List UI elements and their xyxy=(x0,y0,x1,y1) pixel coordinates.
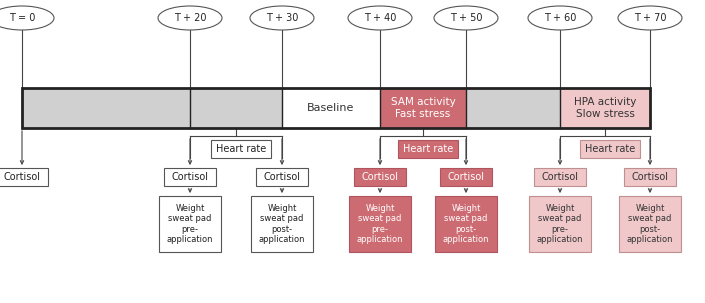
Ellipse shape xyxy=(434,6,498,30)
Text: Cortisol: Cortisol xyxy=(362,172,398,182)
Bar xyxy=(580,140,640,158)
Text: HPA activity
Slow stress: HPA activity Slow stress xyxy=(574,97,636,119)
Bar xyxy=(349,196,411,252)
Bar xyxy=(159,196,221,252)
Text: T + 60: T + 60 xyxy=(544,13,576,23)
Text: Baseline: Baseline xyxy=(307,103,355,113)
Text: Cortisol: Cortisol xyxy=(171,172,209,182)
Bar xyxy=(529,196,591,252)
Text: Cortisol: Cortisol xyxy=(4,172,40,182)
Text: T + 30: T + 30 xyxy=(266,13,298,23)
Bar xyxy=(22,88,650,128)
Bar xyxy=(440,168,492,186)
Text: T + 50: T + 50 xyxy=(450,13,482,23)
Bar xyxy=(435,196,497,252)
Text: Weight
sweat pad
pre-
application: Weight sweat pad pre- application xyxy=(357,204,403,244)
Text: Weight
sweat pad
post-
application: Weight sweat pad post- application xyxy=(443,204,489,244)
Text: SAM activity
Fast stress: SAM activity Fast stress xyxy=(391,97,455,119)
Ellipse shape xyxy=(618,6,682,30)
Ellipse shape xyxy=(528,6,592,30)
Ellipse shape xyxy=(158,6,222,30)
Text: Weight
sweat pad
pre-
application: Weight sweat pad pre- application xyxy=(167,204,213,244)
Bar xyxy=(624,168,676,186)
Text: T + 70: T + 70 xyxy=(634,13,666,23)
Ellipse shape xyxy=(250,6,314,30)
Bar xyxy=(534,168,586,186)
Text: T + 40: T + 40 xyxy=(364,13,396,23)
Text: T + 20: T + 20 xyxy=(173,13,207,23)
Bar xyxy=(256,168,308,186)
Bar xyxy=(211,140,271,158)
Text: Cortisol: Cortisol xyxy=(264,172,300,182)
Ellipse shape xyxy=(0,6,54,30)
Text: Heart rate: Heart rate xyxy=(403,144,453,154)
Text: Cortisol: Cortisol xyxy=(541,172,579,182)
Text: Cortisol: Cortisol xyxy=(632,172,668,182)
Bar xyxy=(282,88,380,128)
Bar xyxy=(619,196,681,252)
Text: Cortisol: Cortisol xyxy=(448,172,484,182)
Text: T = 0: T = 0 xyxy=(8,13,35,23)
Bar xyxy=(190,88,282,128)
Bar xyxy=(164,168,216,186)
Text: Weight
sweat pad
post-
application: Weight sweat pad post- application xyxy=(627,204,673,244)
Text: Heart rate: Heart rate xyxy=(585,144,635,154)
Text: Weight
sweat pad
pre-
application: Weight sweat pad pre- application xyxy=(537,204,583,244)
Bar xyxy=(354,168,406,186)
Ellipse shape xyxy=(348,6,412,30)
Bar xyxy=(0,168,48,186)
Bar xyxy=(398,140,458,158)
Bar xyxy=(560,88,650,128)
Text: Weight
sweat pad
post-
application: Weight sweat pad post- application xyxy=(259,204,305,244)
Bar xyxy=(380,88,466,128)
Bar xyxy=(251,196,313,252)
Bar xyxy=(22,88,190,128)
Text: Heart rate: Heart rate xyxy=(216,144,266,154)
Bar xyxy=(466,88,560,128)
